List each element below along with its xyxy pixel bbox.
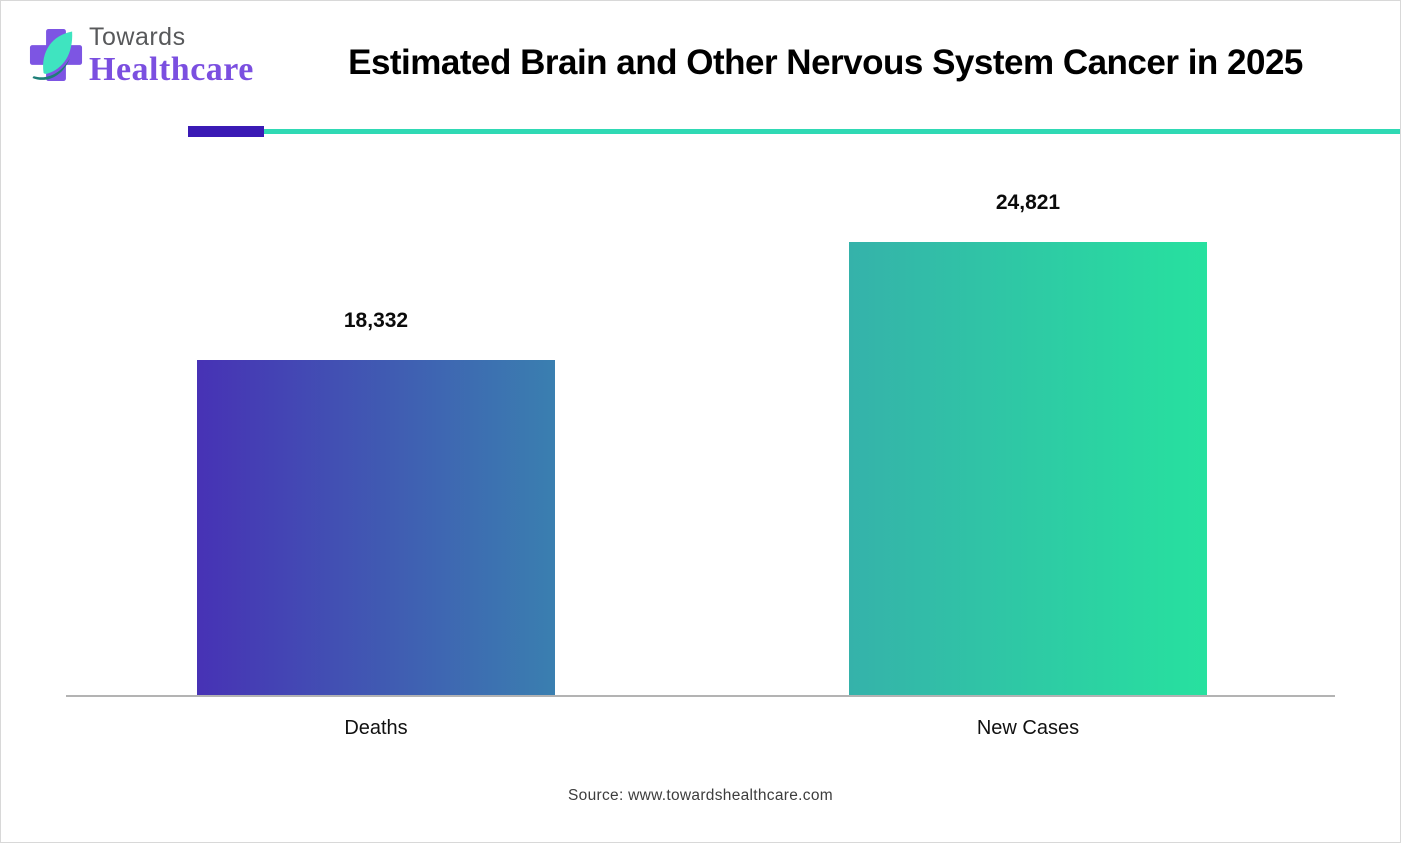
brand-name-bottom: Healthcare [89,51,254,88]
chart-title: Estimated Brain and Other Nervous System… [348,43,1303,82]
source-note: Source: www.towardshealthcare.com [568,787,833,804]
brand-name-top: Towards [89,23,186,51]
value-label-new-cases: 24,821 [995,191,1061,214]
bar-group-deaths: 18,332 [197,147,555,695]
bar-new-cases [849,242,1207,695]
swoosh-shape [32,58,70,80]
value-label-deaths: 18,332 [343,309,409,332]
plot-area: 18,332 24,821 [66,147,1335,697]
leaf-shape [43,31,73,74]
category-axis: Deaths New Cases [66,697,1335,755]
cross-leaf-icon [29,28,83,82]
category-label-new-cases: New Cases [976,717,1080,739]
bar-group-new-cases: 24,821 [849,147,1207,695]
divider-accent-segment [188,125,264,137]
divider-line [264,128,1400,134]
header: Towards Healthcare Estimated Brain and O… [1,1,1400,105]
bar-deaths [197,360,555,695]
brand-wordmark: Towards Healthcare [89,13,254,87]
category-label-deaths: Deaths [344,717,408,739]
brand-logo: Towards Healthcare [25,13,275,89]
header-divider [1,125,1400,137]
